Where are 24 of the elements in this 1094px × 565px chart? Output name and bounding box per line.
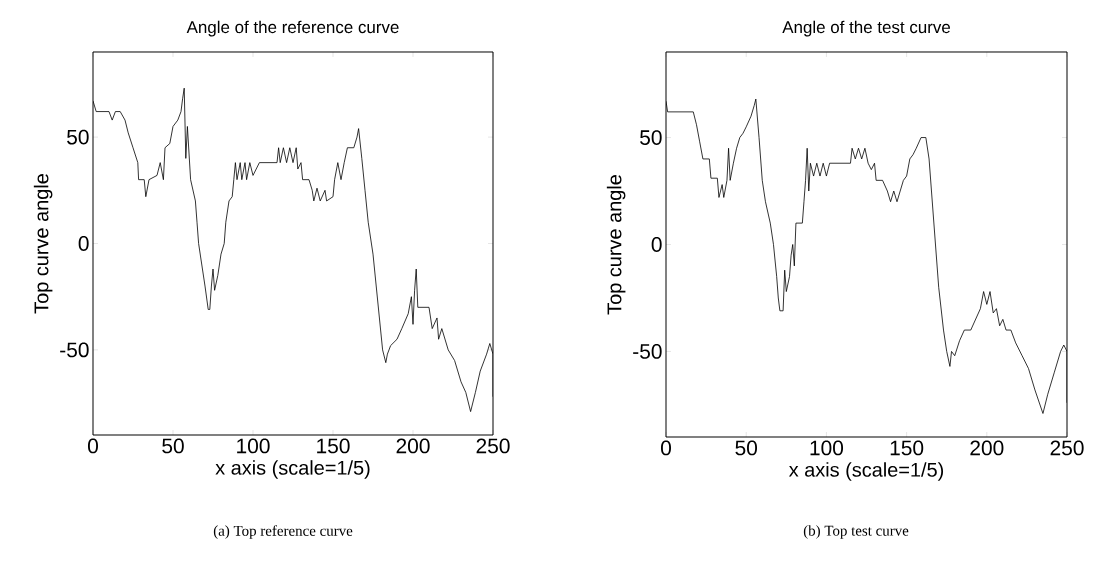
x-tick-label: 50 (162, 438, 184, 454)
text: (b) Top test curve (803, 525, 909, 539)
x-axis-title: x axis (scale=1/5) (215, 460, 370, 479)
x-tick-label: 250 (1050, 440, 1084, 456)
x-axis-title: x axis (scale=1/5) (788, 462, 944, 481)
x-tick-label: 100 (810, 440, 844, 456)
x-tick-label: 50 (735, 440, 758, 456)
x-tick-label: 150 (890, 440, 924, 456)
y-tick-label: 50 (640, 130, 662, 145)
y-axis-title: Top curve angle (33, 174, 53, 314)
x-tick-label: 150 (317, 438, 350, 454)
y-axis-title: Top curve angle (606, 175, 626, 315)
x-tick-label: 100 (237, 438, 270, 454)
text: (a) Top reference curve (213, 525, 353, 539)
chart-title: Angle of the reference curve (186, 20, 399, 37)
x-tick-label: 200 (970, 440, 1004, 456)
y-tick-label: 0 (651, 237, 662, 252)
y-tick-label: 0 (78, 236, 89, 251)
y-tick-label: -50 (60, 342, 89, 358)
chart-title: Angle of the test curve (782, 20, 950, 37)
x-tick-label: 250 (476, 438, 510, 454)
y-tick-label: 50 (67, 129, 89, 145)
x-tick-label: 200 (396, 438, 430, 454)
y-tick-label: -50 (633, 344, 662, 359)
